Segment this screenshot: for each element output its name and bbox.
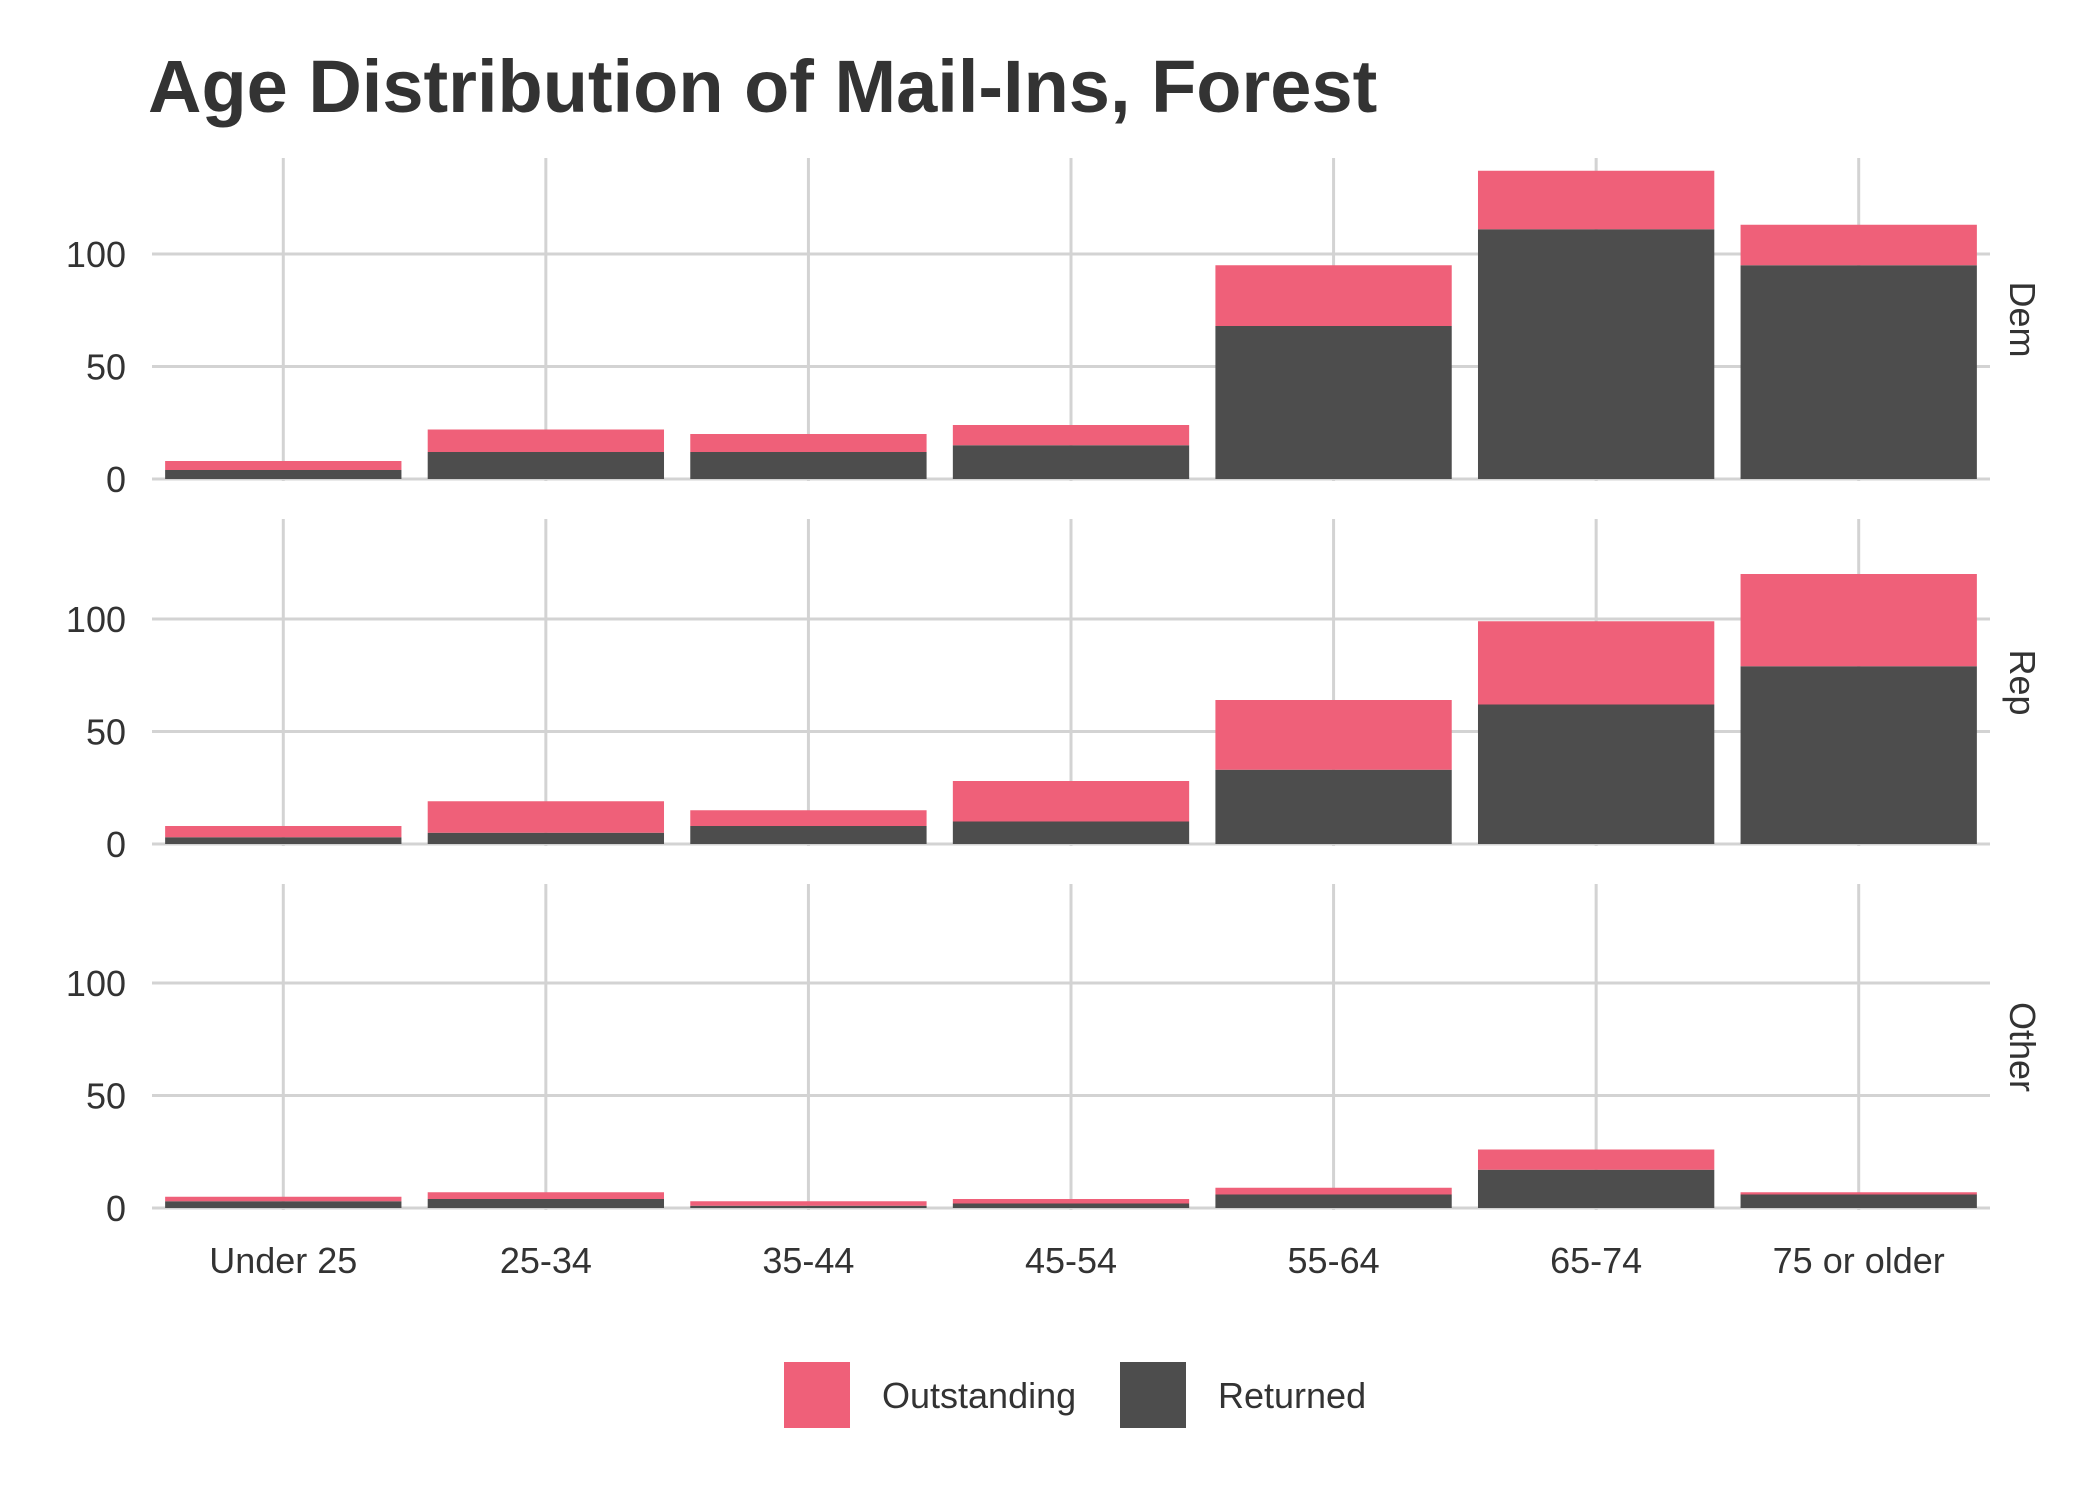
- bar-other-under-25-returned: [165, 1201, 402, 1208]
- legend-label-returned: Returned: [1218, 1375, 1366, 1416]
- x-tick-label-under-25: Under 25: [209, 1240, 357, 1281]
- legend-swatch-outstanding: [784, 1362, 850, 1428]
- y-tick-label-other-100: 100: [66, 963, 126, 1004]
- bar-dem-65-74-outstanding: [1477, 170, 1715, 230]
- bar-dem-65-74-returned: [1477, 229, 1715, 479]
- bar-rep-75-or-older-returned: [1740, 666, 1977, 844]
- bar-other-75-or-older-returned: [1740, 1194, 1977, 1208]
- legend-swatch-returned: [1120, 1362, 1186, 1428]
- bar-rep-75-or-older-outstanding: [1740, 574, 1977, 667]
- bar-rep-25-34-outstanding: [427, 801, 665, 833]
- bar-rep-45-54-returned: [952, 821, 1190, 844]
- x-tick-label-75-or-older: 75 or older: [1773, 1240, 1945, 1281]
- y-tick-label-rep-50: 50: [86, 712, 126, 753]
- bar-other-55-64-returned: [1215, 1194, 1452, 1208]
- y-tick-label-dem-0: 0: [106, 459, 126, 500]
- bar-other-65-74-returned: [1477, 1169, 1715, 1208]
- bar-dem-25-34-outstanding: [427, 429, 665, 452]
- bar-dem-under-25-returned: [165, 470, 402, 479]
- facet-strip-label-rep: Rep: [2002, 649, 2043, 715]
- bar-other-under-25-outstanding: [165, 1196, 402, 1202]
- y-tick-label-other-50: 50: [86, 1076, 126, 1117]
- y-tick-label-dem-100: 100: [66, 234, 126, 275]
- bar-dem-45-54-returned: [952, 445, 1190, 479]
- bar-rep-55-64-returned: [1215, 769, 1452, 844]
- chart-title: Age Distribution of Mail-Ins, Forest: [148, 45, 1378, 128]
- x-tick-label-65-74: 65-74: [1550, 1240, 1642, 1281]
- bar-dem-25-34-returned: [427, 452, 665, 479]
- bar-rep-under-25-returned: [165, 837, 402, 844]
- bar-rep-under-25-outstanding: [165, 826, 402, 838]
- facet-strip-label-other: Other: [2002, 1002, 2043, 1092]
- bar-rep-65-74-returned: [1477, 704, 1715, 844]
- bar-other-75-or-older-outstanding: [1740, 1192, 1977, 1195]
- bar-rep-25-34-returned: [427, 832, 665, 844]
- y-tick-label-rep-100: 100: [66, 599, 126, 640]
- bar-other-25-34-outstanding: [427, 1192, 665, 1199]
- bar-other-45-54-outstanding: [952, 1199, 1190, 1204]
- bar-dem-under-25-outstanding: [165, 461, 402, 470]
- bar-dem-45-54-outstanding: [952, 425, 1190, 446]
- bar-dem-35-44-outstanding: [690, 434, 927, 452]
- bar-dem-75-or-older-outstanding: [1740, 224, 1977, 266]
- bar-dem-55-64-returned: [1215, 326, 1452, 479]
- bar-rep-35-44-returned: [690, 826, 927, 844]
- x-tick-label-35-44: 35-44: [762, 1240, 854, 1281]
- bar-rep-45-54-outstanding: [952, 781, 1190, 822]
- bar-dem-35-44-returned: [690, 452, 927, 479]
- bar-other-55-64-outstanding: [1215, 1187, 1452, 1195]
- bar-other-45-54-returned: [952, 1203, 1190, 1208]
- bar-other-65-74-outstanding: [1477, 1149, 1715, 1170]
- bar-dem-75-or-older-returned: [1740, 265, 1977, 479]
- bar-other-35-44-returned: [690, 1205, 927, 1208]
- bar-rep-35-44-outstanding: [690, 810, 927, 826]
- bar-rep-55-64-outstanding: [1215, 700, 1452, 770]
- bar-dem-55-64-outstanding: [1215, 265, 1452, 326]
- facet-strip-label-dem: Dem: [2002, 281, 2043, 357]
- bar-other-35-44-outstanding: [690, 1201, 927, 1206]
- bar-rep-65-74-outstanding: [1477, 621, 1715, 705]
- legend-label-outstanding: Outstanding: [882, 1375, 1076, 1416]
- y-tick-label-other-0: 0: [106, 1188, 126, 1229]
- x-tick-label-25-34: 25-34: [500, 1240, 592, 1281]
- y-tick-label-rep-0: 0: [106, 824, 126, 865]
- bar-other-25-34-returned: [427, 1199, 665, 1208]
- x-tick-label-55-64: 55-64: [1288, 1240, 1380, 1281]
- y-tick-label-dem-50: 50: [86, 347, 126, 388]
- x-tick-label-45-54: 45-54: [1025, 1240, 1117, 1281]
